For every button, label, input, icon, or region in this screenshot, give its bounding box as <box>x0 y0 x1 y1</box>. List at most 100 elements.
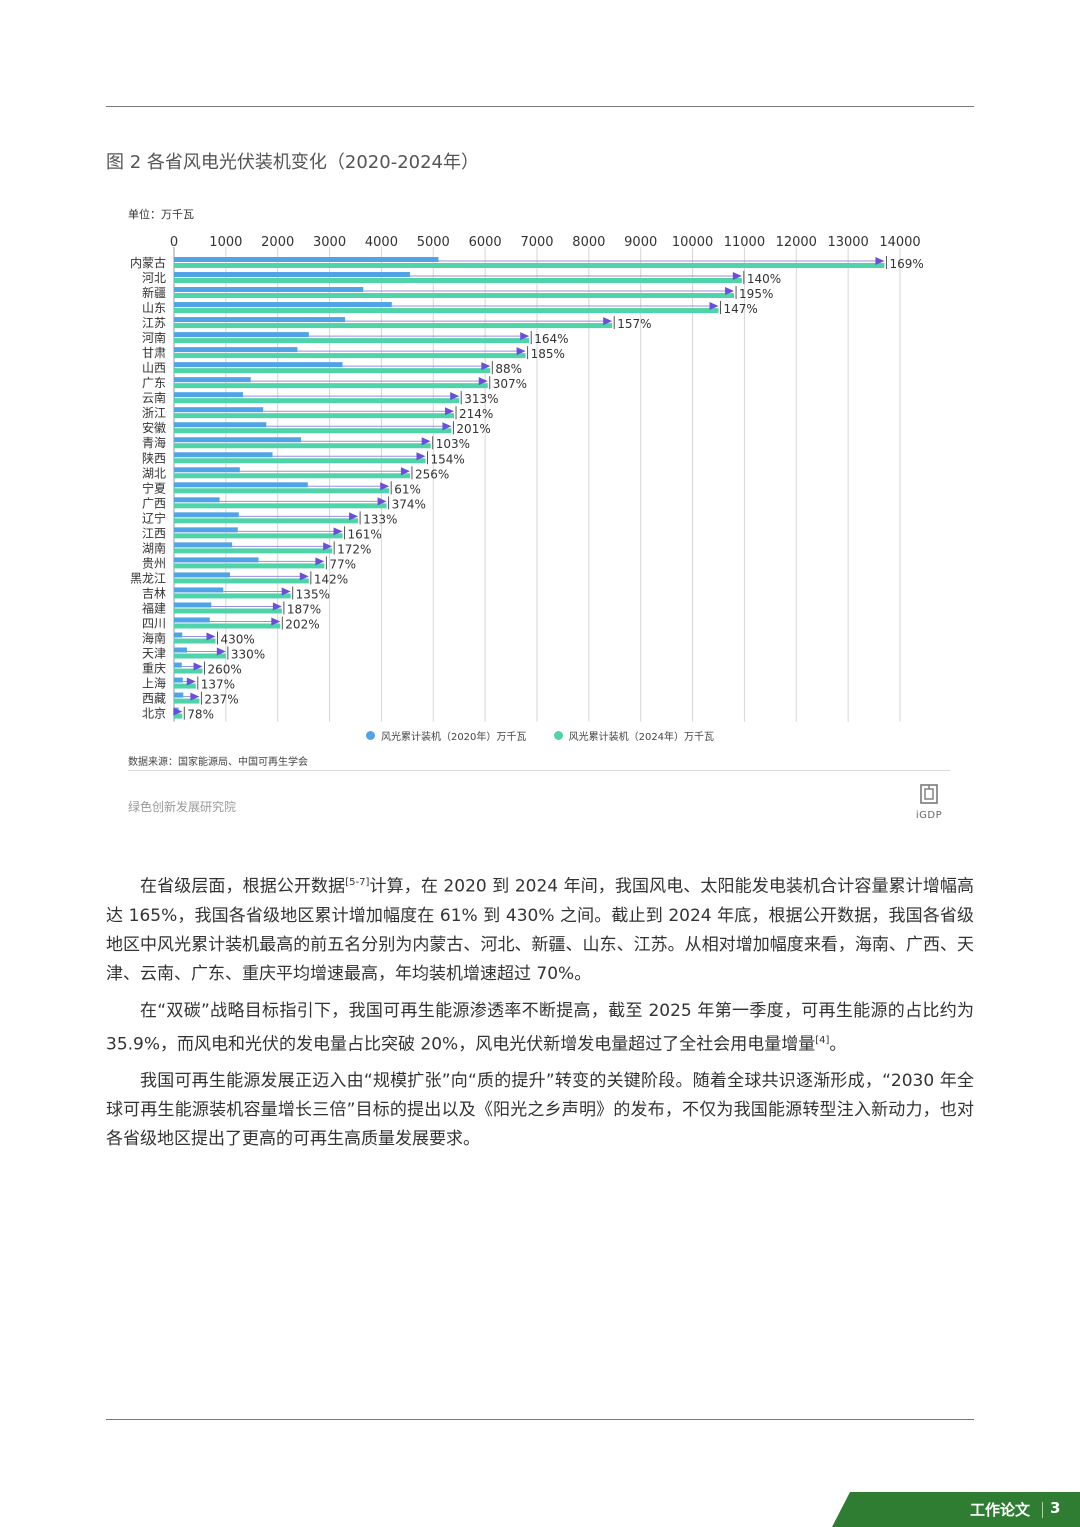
bar-2024 <box>174 278 742 284</box>
growth-label: 137% <box>201 678 235 692</box>
paragraph-1-b: 计算，在 2020 到 2024 年间，我国风电、太阳能发电装机合计容量累计增幅… <box>106 876 974 984</box>
category-label: 广西 <box>142 496 166 510</box>
category-label: 山西 <box>142 361 166 375</box>
growth-label: 430% <box>220 633 254 647</box>
chart-legend: 风光累计装机（2020年）万千瓦 风光累计装机（2024年）万千瓦 <box>0 728 1080 743</box>
bar-2024 <box>174 593 291 599</box>
bar-2024 <box>174 548 333 554</box>
bar-2024 <box>174 308 719 314</box>
bar-2020 <box>174 542 233 548</box>
growth-arrow-head <box>725 287 735 296</box>
growth-arrow-head <box>400 467 410 476</box>
growth-arrow-head <box>186 677 196 686</box>
figure-divider <box>128 770 950 771</box>
growth-label: 313% <box>464 392 498 406</box>
category-label: 湖南 <box>142 540 166 555</box>
bar-2020 <box>174 302 392 308</box>
category-label: 山东 <box>142 301 166 315</box>
bar-2024 <box>174 578 309 584</box>
bar-2024 <box>174 713 183 719</box>
bar-2024 <box>174 458 426 464</box>
growth-label: 142% <box>314 572 348 586</box>
growth-label: 133% <box>363 512 397 526</box>
bar-2020 <box>174 482 308 488</box>
bar-2024 <box>174 323 613 329</box>
x-tick-label: 5000 <box>417 235 450 250</box>
x-tick-label: 9000 <box>624 235 657 250</box>
bar-2024 <box>174 398 460 404</box>
bar-2024 <box>174 413 455 419</box>
bar-2024 <box>174 698 200 704</box>
growth-arrow-head <box>478 377 488 386</box>
bar-2020 <box>174 467 240 473</box>
category-label: 江苏 <box>142 316 166 330</box>
growth-arrow-head <box>416 452 426 461</box>
bar-2024 <box>174 488 390 494</box>
bar-2020 <box>174 602 212 608</box>
bar-2020 <box>174 632 183 638</box>
bar-2020 <box>174 347 298 353</box>
growth-arrow-head <box>173 707 183 716</box>
bar-2024 <box>174 473 410 479</box>
bar-2020 <box>174 512 239 518</box>
growth-label: 201% <box>456 422 490 436</box>
x-tick-label: 6000 <box>469 235 502 250</box>
x-tick-label: 7000 <box>520 235 553 250</box>
category-label: 广东 <box>142 376 166 390</box>
growth-label: 147% <box>724 302 758 316</box>
growth-label: 185% <box>531 347 565 361</box>
citation-ref[interactable]: [5-7] <box>345 877 370 888</box>
organization-name: 绿色创新发展研究院 <box>128 800 237 814</box>
growth-arrow-head <box>190 692 200 701</box>
legend-item-2020: 风光累计装机（2020年）万千瓦 <box>365 728 526 743</box>
x-tick-label: 0 <box>170 235 178 250</box>
x-tick-label: 13000 <box>827 235 868 250</box>
citation-ref[interactable]: [4] <box>815 1034 830 1046</box>
bar-2020 <box>174 647 187 653</box>
bar-2024 <box>174 503 387 509</box>
growth-label: 61% <box>394 482 421 496</box>
paragraph-1-a: 在省级层面，根据公开数据 <box>140 876 346 897</box>
category-label: 新疆 <box>142 285 166 300</box>
body-text: 在省级层面，根据公开数据[5-7]计算，在 2020 到 2024 年间，我国风… <box>106 868 974 1162</box>
category-label: 甘肃 <box>142 346 166 360</box>
growth-label: 78% <box>187 708 214 722</box>
growth-label: 256% <box>415 467 449 481</box>
bar-2024 <box>174 608 282 614</box>
category-label: 重庆 <box>142 662 166 676</box>
growth-arrow-head <box>732 272 742 281</box>
category-label: 黑龙江 <box>130 571 166 585</box>
growth-arrow-head <box>377 497 387 506</box>
bar-2020 <box>174 437 302 443</box>
bar-2024 <box>174 623 281 629</box>
bar-2020 <box>174 692 184 698</box>
growth-label: 307% <box>493 377 527 391</box>
growth-label: 135% <box>296 587 330 601</box>
growth-label: 77% <box>329 557 356 571</box>
legend-label-2024: 风光累计装机（2024年）万千瓦 <box>568 732 715 743</box>
growth-arrow-head <box>442 422 452 431</box>
category-label: 陕西 <box>142 450 166 465</box>
chart-bars <box>173 256 887 720</box>
bar-2020 <box>174 497 220 503</box>
category-label: 辽宁 <box>142 510 166 525</box>
bar-2024 <box>174 518 359 524</box>
bar-2024 <box>174 533 343 539</box>
x-tick-label: 14000 <box>879 235 920 250</box>
paragraph-3: 我国可再生能源发展正迈入由“规模扩张”向“质的提升”转变的关键阶段。随着全球共识… <box>106 1071 974 1150</box>
legend-dot-2024 <box>553 731 563 740</box>
bar-2020 <box>174 377 251 383</box>
data-source: 数据来源：国家能源局、中国可再生学会 <box>128 757 308 768</box>
category-label: 江西 <box>142 526 166 540</box>
paragraph-2-b: 。 <box>829 1034 847 1055</box>
bar-2020 <box>174 557 259 563</box>
growth-label: 260% <box>208 663 242 677</box>
growth-arrow-head <box>516 347 526 356</box>
category-label: 浙江 <box>142 406 166 420</box>
growth-label: 202% <box>285 617 319 631</box>
growth-arrow-head <box>323 542 333 551</box>
bar-2024 <box>174 428 452 434</box>
growth-label: 237% <box>204 693 238 707</box>
growth-arrow-head <box>216 647 226 656</box>
growth-arrow-head <box>206 632 216 641</box>
